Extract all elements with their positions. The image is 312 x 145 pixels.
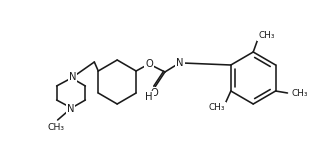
Text: O: O (150, 88, 158, 98)
Text: CH₃: CH₃ (291, 89, 308, 98)
Text: CH₃: CH₃ (47, 123, 64, 132)
Text: O: O (145, 59, 153, 69)
Text: CH₃: CH₃ (208, 103, 225, 112)
Text: N: N (67, 104, 74, 114)
Text: N: N (69, 72, 76, 82)
Text: N: N (176, 58, 183, 68)
Text: H: H (145, 92, 153, 102)
Text: CH₃: CH₃ (258, 31, 275, 40)
